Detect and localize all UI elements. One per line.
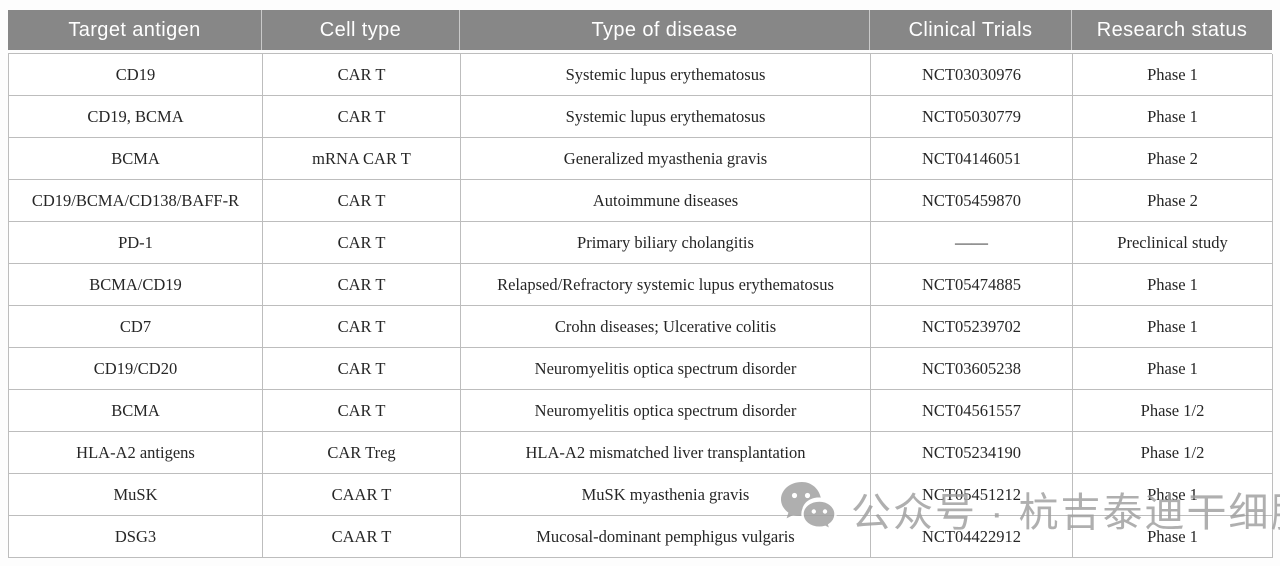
cell-disease: HLA-A2 mismatched liver transplantation bbox=[461, 432, 871, 474]
cell-target-antigen: CD19/BCMA/CD138/BAFF-R bbox=[9, 180, 263, 222]
cell-research-status: Phase 1 bbox=[1073, 264, 1273, 306]
cell-target-antigen: DSG3 bbox=[9, 516, 263, 558]
cell-disease: Neuromyelitis optica spectrum disorder bbox=[461, 390, 871, 432]
cell-cell-type: CAAR T bbox=[263, 474, 461, 516]
column-header-target-antigen: Target antigen bbox=[8, 10, 262, 50]
cell-cell-type: CAR T bbox=[263, 96, 461, 138]
cell-research-status: Phase 1/2 bbox=[1073, 432, 1273, 474]
cell-target-antigen: CD19/CD20 bbox=[9, 348, 263, 390]
cell-disease: Autoimmune diseases bbox=[461, 180, 871, 222]
cell-target-antigen: CD7 bbox=[9, 306, 263, 348]
cell-disease: MuSK myasthenia gravis bbox=[461, 474, 871, 516]
column-header-cell-type: Cell type bbox=[262, 10, 460, 50]
cell-research-status: Phase 1 bbox=[1073, 474, 1273, 516]
cell-clinical-trial: NCT05451212 bbox=[871, 474, 1073, 516]
cell-target-antigen: HLA-A2 antigens bbox=[9, 432, 263, 474]
cell-research-status: Phase 2 bbox=[1073, 138, 1273, 180]
cell-disease: Mucosal-dominant pemphigus vulgaris bbox=[461, 516, 871, 558]
cell-research-status: Preclinical study bbox=[1073, 222, 1273, 264]
cell-clinical-trial: NCT03605238 bbox=[871, 348, 1073, 390]
cell-target-antigen: CD19 bbox=[9, 54, 263, 96]
cell-cell-type: CAR Treg bbox=[263, 432, 461, 474]
cell-disease: Systemic lupus erythematosus bbox=[461, 96, 871, 138]
cell-target-antigen: BCMA bbox=[9, 390, 263, 432]
cell-cell-type: CAR T bbox=[263, 390, 461, 432]
cell-clinical-trial: NCT04422912 bbox=[871, 516, 1073, 558]
cell-cell-type: CAR T bbox=[263, 264, 461, 306]
cell-clinical-trial: NCT05239702 bbox=[871, 306, 1073, 348]
cell-clinical-trial: NCT05459870 bbox=[871, 180, 1073, 222]
cell-research-status: Phase 1 bbox=[1073, 96, 1273, 138]
cell-clinical-trial: NCT04561557 bbox=[871, 390, 1073, 432]
cell-research-status: Phase 1 bbox=[1073, 306, 1273, 348]
cell-cell-type: CAR T bbox=[263, 348, 461, 390]
cell-target-antigen: CD19, BCMA bbox=[9, 96, 263, 138]
cell-target-antigen: MuSK bbox=[9, 474, 263, 516]
cell-disease: Crohn diseases; Ulcerative colitis bbox=[461, 306, 871, 348]
cell-clinical-trial: NCT05474885 bbox=[871, 264, 1073, 306]
cell-cell-type: CAR T bbox=[263, 54, 461, 96]
cell-target-antigen: PD-1 bbox=[9, 222, 263, 264]
cell-target-antigen: BCMA/CD19 bbox=[9, 264, 263, 306]
cell-cell-type: CAR T bbox=[263, 222, 461, 264]
table-header-row: Target antigen Cell type Type of disease… bbox=[8, 10, 1272, 50]
car-t-clinical-trials-table: Target antigen Cell type Type of disease… bbox=[8, 10, 1273, 558]
cell-disease: Generalized myasthenia gravis bbox=[461, 138, 871, 180]
column-header-clinical-trials: Clinical Trials bbox=[870, 10, 1072, 50]
cell-disease: Relapsed/Refractory systemic lupus eryth… bbox=[461, 264, 871, 306]
cell-clinical-trial: —— bbox=[871, 222, 1073, 264]
cell-research-status: Phase 1 bbox=[1073, 516, 1273, 558]
cell-research-status: Phase 1/2 bbox=[1073, 390, 1273, 432]
cell-disease: Neuromyelitis optica spectrum disorder bbox=[461, 348, 871, 390]
cell-cell-type: CAR T bbox=[263, 180, 461, 222]
cell-research-status: Phase 2 bbox=[1073, 180, 1273, 222]
cell-cell-type: mRNA CAR T bbox=[263, 138, 461, 180]
cell-target-antigen: BCMA bbox=[9, 138, 263, 180]
cell-clinical-trial: NCT04146051 bbox=[871, 138, 1073, 180]
cell-clinical-trial: NCT05030779 bbox=[871, 96, 1073, 138]
cell-clinical-trial: NCT03030976 bbox=[871, 54, 1073, 96]
cell-disease: Primary biliary cholangitis bbox=[461, 222, 871, 264]
cell-disease: Systemic lupus erythematosus bbox=[461, 54, 871, 96]
cell-cell-type: CAR T bbox=[263, 306, 461, 348]
cell-research-status: Phase 1 bbox=[1073, 348, 1273, 390]
table-body: CD19 CAR T Systemic lupus erythematosus NCT… bbox=[8, 53, 1273, 558]
cell-research-status: Phase 1 bbox=[1073, 54, 1273, 96]
column-header-type-of-disease: Type of disease bbox=[460, 10, 870, 50]
cell-cell-type: CAAR T bbox=[263, 516, 461, 558]
column-header-research-status: Research status bbox=[1072, 10, 1272, 50]
cell-clinical-trial: NCT05234190 bbox=[871, 432, 1073, 474]
